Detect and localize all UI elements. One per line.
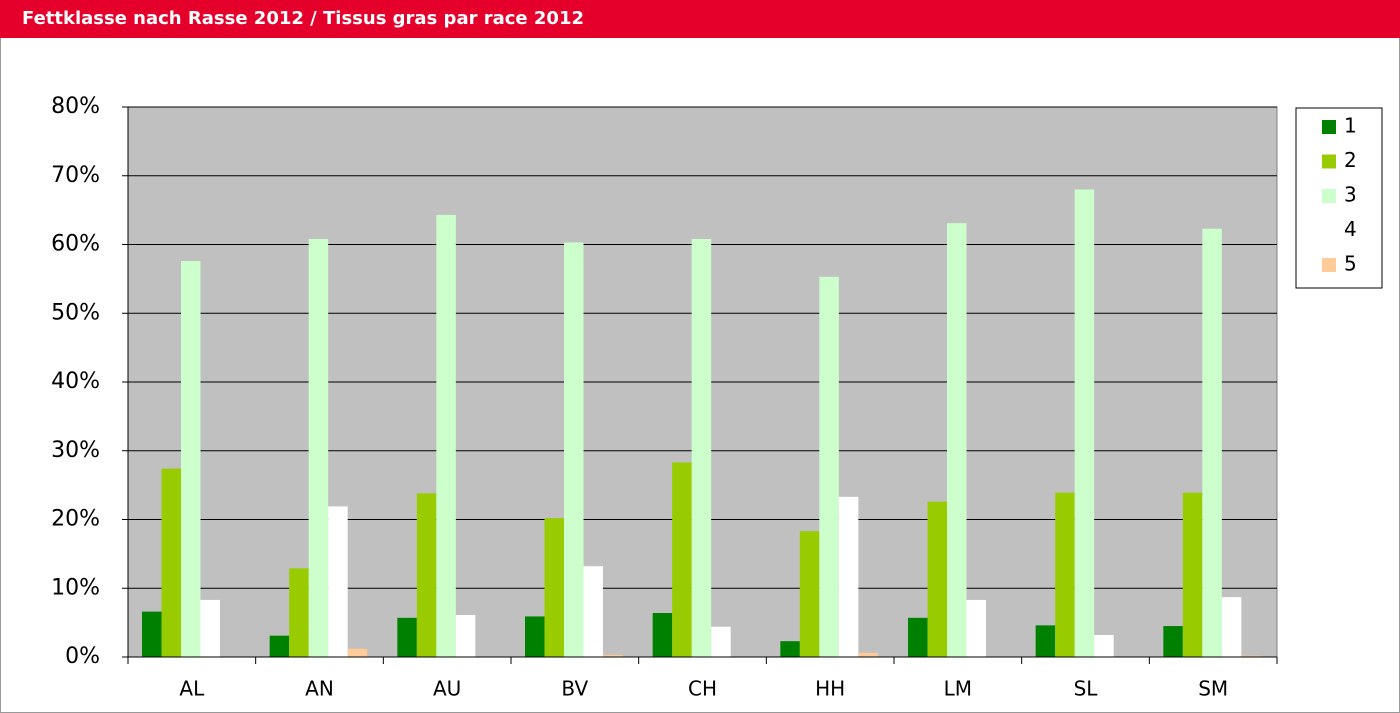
legend-swatch [1322, 154, 1336, 169]
bar [308, 239, 329, 657]
bar [711, 626, 731, 657]
bar [397, 617, 417, 657]
legend-label: 1 [1344, 114, 1357, 138]
bar [200, 599, 220, 657]
bar [1163, 626, 1183, 657]
chart-title: Fettklasse nach Rasse 2012 / Tissus gras… [22, 8, 584, 29]
bar [1221, 597, 1242, 657]
bar [181, 261, 201, 657]
bar [289, 568, 309, 657]
bar [780, 641, 800, 657]
legend-swatch [1322, 223, 1336, 238]
bar [1202, 228, 1222, 657]
bar [161, 468, 181, 657]
bar [1241, 655, 1261, 657]
bar [347, 648, 368, 657]
bar [564, 242, 584, 657]
x-tick-label: BV [561, 677, 588, 701]
y-tick-label: 20% [51, 507, 100, 532]
bar [1035, 625, 1056, 657]
bar [1074, 189, 1095, 657]
y-tick-label: 30% [51, 438, 100, 463]
x-tick-label: SM [1198, 677, 1228, 701]
x-tick-label: AN [305, 677, 334, 701]
bar [455, 615, 476, 657]
bar [858, 652, 878, 657]
legend-swatch [1322, 120, 1336, 134]
bar [603, 654, 623, 657]
bar [819, 276, 839, 657]
legend-box [1295, 107, 1383, 289]
bar [838, 496, 859, 657]
legend-label: 3 [1344, 183, 1357, 207]
bar [1094, 635, 1114, 657]
bar [436, 214, 456, 657]
x-tick-label: HH [815, 677, 845, 701]
y-tick-label: 0% [65, 644, 100, 669]
bar [544, 518, 564, 657]
bar [1055, 492, 1075, 657]
header-bar [0, 0, 1400, 38]
legend-label: 5 [1344, 252, 1357, 276]
bar [416, 493, 437, 657]
bar [672, 462, 692, 657]
x-tick-label: AU [433, 677, 461, 701]
bar [525, 616, 545, 657]
bar [652, 613, 673, 657]
x-tick-label: AL [179, 677, 205, 701]
x-tick-label: SL [1074, 677, 1099, 701]
legend-swatch [1322, 258, 1336, 272]
x-tick-label: CH [688, 677, 717, 701]
legend-swatch [1322, 189, 1336, 203]
y-tick-label: 80% [51, 94, 100, 119]
bar [799, 531, 820, 657]
legend-label: 4 [1344, 217, 1357, 241]
y-tick-label: 70% [51, 163, 100, 188]
bar [1182, 492, 1203, 657]
x-tick-label: LM [944, 677, 972, 701]
y-tick-label: 10% [51, 575, 100, 600]
bar [328, 506, 348, 657]
y-tick-label: 40% [51, 369, 100, 394]
bar [691, 239, 712, 657]
legend-label: 2 [1344, 148, 1357, 172]
bar [583, 566, 603, 657]
bar [966, 599, 986, 657]
bar [142, 611, 162, 657]
bar [908, 617, 928, 657]
bar [269, 635, 290, 657]
bar [947, 223, 967, 657]
y-tick-label: 60% [51, 232, 100, 257]
bar [927, 501, 947, 657]
y-tick-label: 50% [51, 300, 100, 325]
